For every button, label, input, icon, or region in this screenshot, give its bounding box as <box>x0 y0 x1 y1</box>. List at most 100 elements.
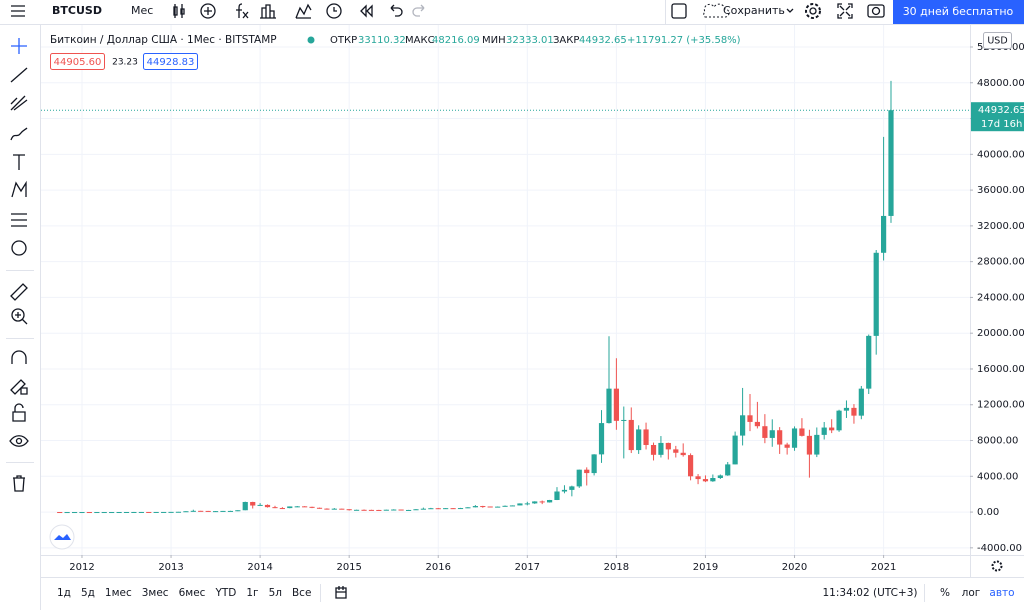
trash-tool[interactable] <box>13 475 25 492</box>
candle-body <box>383 509 389 511</box>
lock-drawing-tool[interactable] <box>10 379 28 395</box>
last-price-label: 44932.65 <box>978 105 1024 116</box>
candle-body <box>591 454 597 474</box>
sell-box[interactable] <box>50 53 105 70</box>
settings-button[interactable] <box>805 3 821 19</box>
prediction-tool[interactable] <box>11 213 27 227</box>
candle-body <box>658 442 664 455</box>
menu-button[interactable] <box>11 5 25 17</box>
candles-button[interactable] <box>173 4 185 18</box>
pattern-tool[interactable] <box>11 180 27 198</box>
candle-body <box>116 512 122 514</box>
replay-icon <box>360 4 373 18</box>
magnet-tool[interactable] <box>11 350 27 364</box>
auto-toggle[interactable]: авто <box>989 587 1014 599</box>
ruler-tool[interactable] <box>10 283 28 301</box>
y-tick-label: 20000.00 <box>977 328 1024 339</box>
indicators-button[interactable] <box>236 3 249 19</box>
templates-button[interactable] <box>295 3 312 19</box>
axis-settings[interactable] <box>991 560 1003 572</box>
candle-body <box>472 506 478 508</box>
candle-body <box>829 427 835 431</box>
compare-button[interactable] <box>200 3 216 19</box>
fullscreen-button[interactable] <box>837 3 853 19</box>
x-tick-label: 2020 <box>782 562 807 573</box>
candle-body <box>235 510 241 512</box>
candle-body <box>687 455 694 477</box>
range-button[interactable]: 1мес <box>105 587 132 599</box>
emoji-tool[interactable] <box>11 240 27 256</box>
low-label: МИН <box>482 35 506 46</box>
y-tick-label: 24000.00 <box>977 292 1024 303</box>
range-button[interactable]: 6мес <box>179 587 206 599</box>
lock-tool[interactable] <box>12 403 26 422</box>
candle-body <box>339 508 345 510</box>
candle-body <box>665 442 671 450</box>
x-tick-label: 2017 <box>515 562 540 573</box>
y-tick-label: 32000.00 <box>977 221 1024 232</box>
x-tick-label: 2019 <box>693 562 718 573</box>
candle-body <box>799 428 805 436</box>
candle-body <box>732 435 738 465</box>
save-menu[interactable] <box>786 8 794 13</box>
replay-button[interactable] <box>360 4 373 18</box>
candle-body <box>814 434 820 455</box>
range-buttons: 1д 5д 1мес 3мес 6мес YTD 1г 5л Все <box>57 587 311 599</box>
trial-button[interactable] <box>893 0 1024 24</box>
goto-date[interactable] <box>335 586 347 599</box>
settings-gear <box>805 3 821 19</box>
fib-tool[interactable] <box>10 95 28 111</box>
range-button[interactable]: 3мес <box>142 587 169 599</box>
bid-value: 44905.60 <box>54 57 102 68</box>
candle-body <box>405 509 412 511</box>
undo-button[interactable] <box>390 4 403 17</box>
percent-toggle[interactable]: % <box>940 587 950 599</box>
range-button[interactable]: 5л <box>269 587 282 599</box>
layout-button[interactable] <box>671 3 687 19</box>
zoom-tool[interactable] <box>11 308 25 322</box>
candle-body <box>183 511 189 513</box>
y-tick-label: 12000.00 <box>977 400 1024 411</box>
candle-body <box>702 479 709 482</box>
range-button[interactable]: 5д <box>81 587 95 599</box>
range-button[interactable]: Все <box>292 587 311 599</box>
candle-body <box>747 415 753 422</box>
undo-icon <box>390 4 403 17</box>
candle-body <box>554 491 560 500</box>
crosshair-tool[interactable] <box>11 38 27 54</box>
y-tick-label: 48000.00 <box>977 78 1024 89</box>
candle-body <box>101 512 107 514</box>
text-tool[interactable] <box>13 154 25 170</box>
save-button[interactable]: Сохранить <box>723 4 785 17</box>
x-tick-label: 2012 <box>69 562 94 573</box>
interval[interactable]: Мес <box>131 4 153 17</box>
range-button[interactable]: YTD <box>214 587 236 599</box>
candle-body <box>710 477 716 482</box>
candle-body <box>754 421 760 427</box>
snapshot-button[interactable] <box>867 4 885 18</box>
log-toggle[interactable]: лог <box>962 587 981 599</box>
financials-button[interactable] <box>260 4 276 19</box>
candle-body <box>806 435 813 455</box>
range-button[interactable]: 1г <box>246 587 258 599</box>
candle-body <box>873 252 879 336</box>
candle-body <box>546 499 553 503</box>
candle-body <box>71 512 78 514</box>
redo-button[interactable] <box>412 4 425 17</box>
buy-box[interactable] <box>143 53 198 70</box>
candle-body <box>302 506 308 508</box>
alert-icon <box>326 3 342 19</box>
visibility-tool[interactable] <box>9 435 29 447</box>
range-button[interactable]: 1д <box>57 587 71 599</box>
candle-body <box>391 509 397 511</box>
alert-button[interactable] <box>326 3 342 19</box>
candle-body <box>331 508 337 510</box>
candle-body <box>272 507 278 509</box>
trendline-tool[interactable] <box>10 67 28 83</box>
brush-tool[interactable] <box>10 127 28 141</box>
candle-body <box>294 506 300 508</box>
symbol[interactable]: BTCUSD <box>52 4 102 17</box>
logo[interactable] <box>49 524 75 550</box>
currency-box[interactable] <box>983 32 1012 49</box>
candle-body <box>561 489 568 492</box>
